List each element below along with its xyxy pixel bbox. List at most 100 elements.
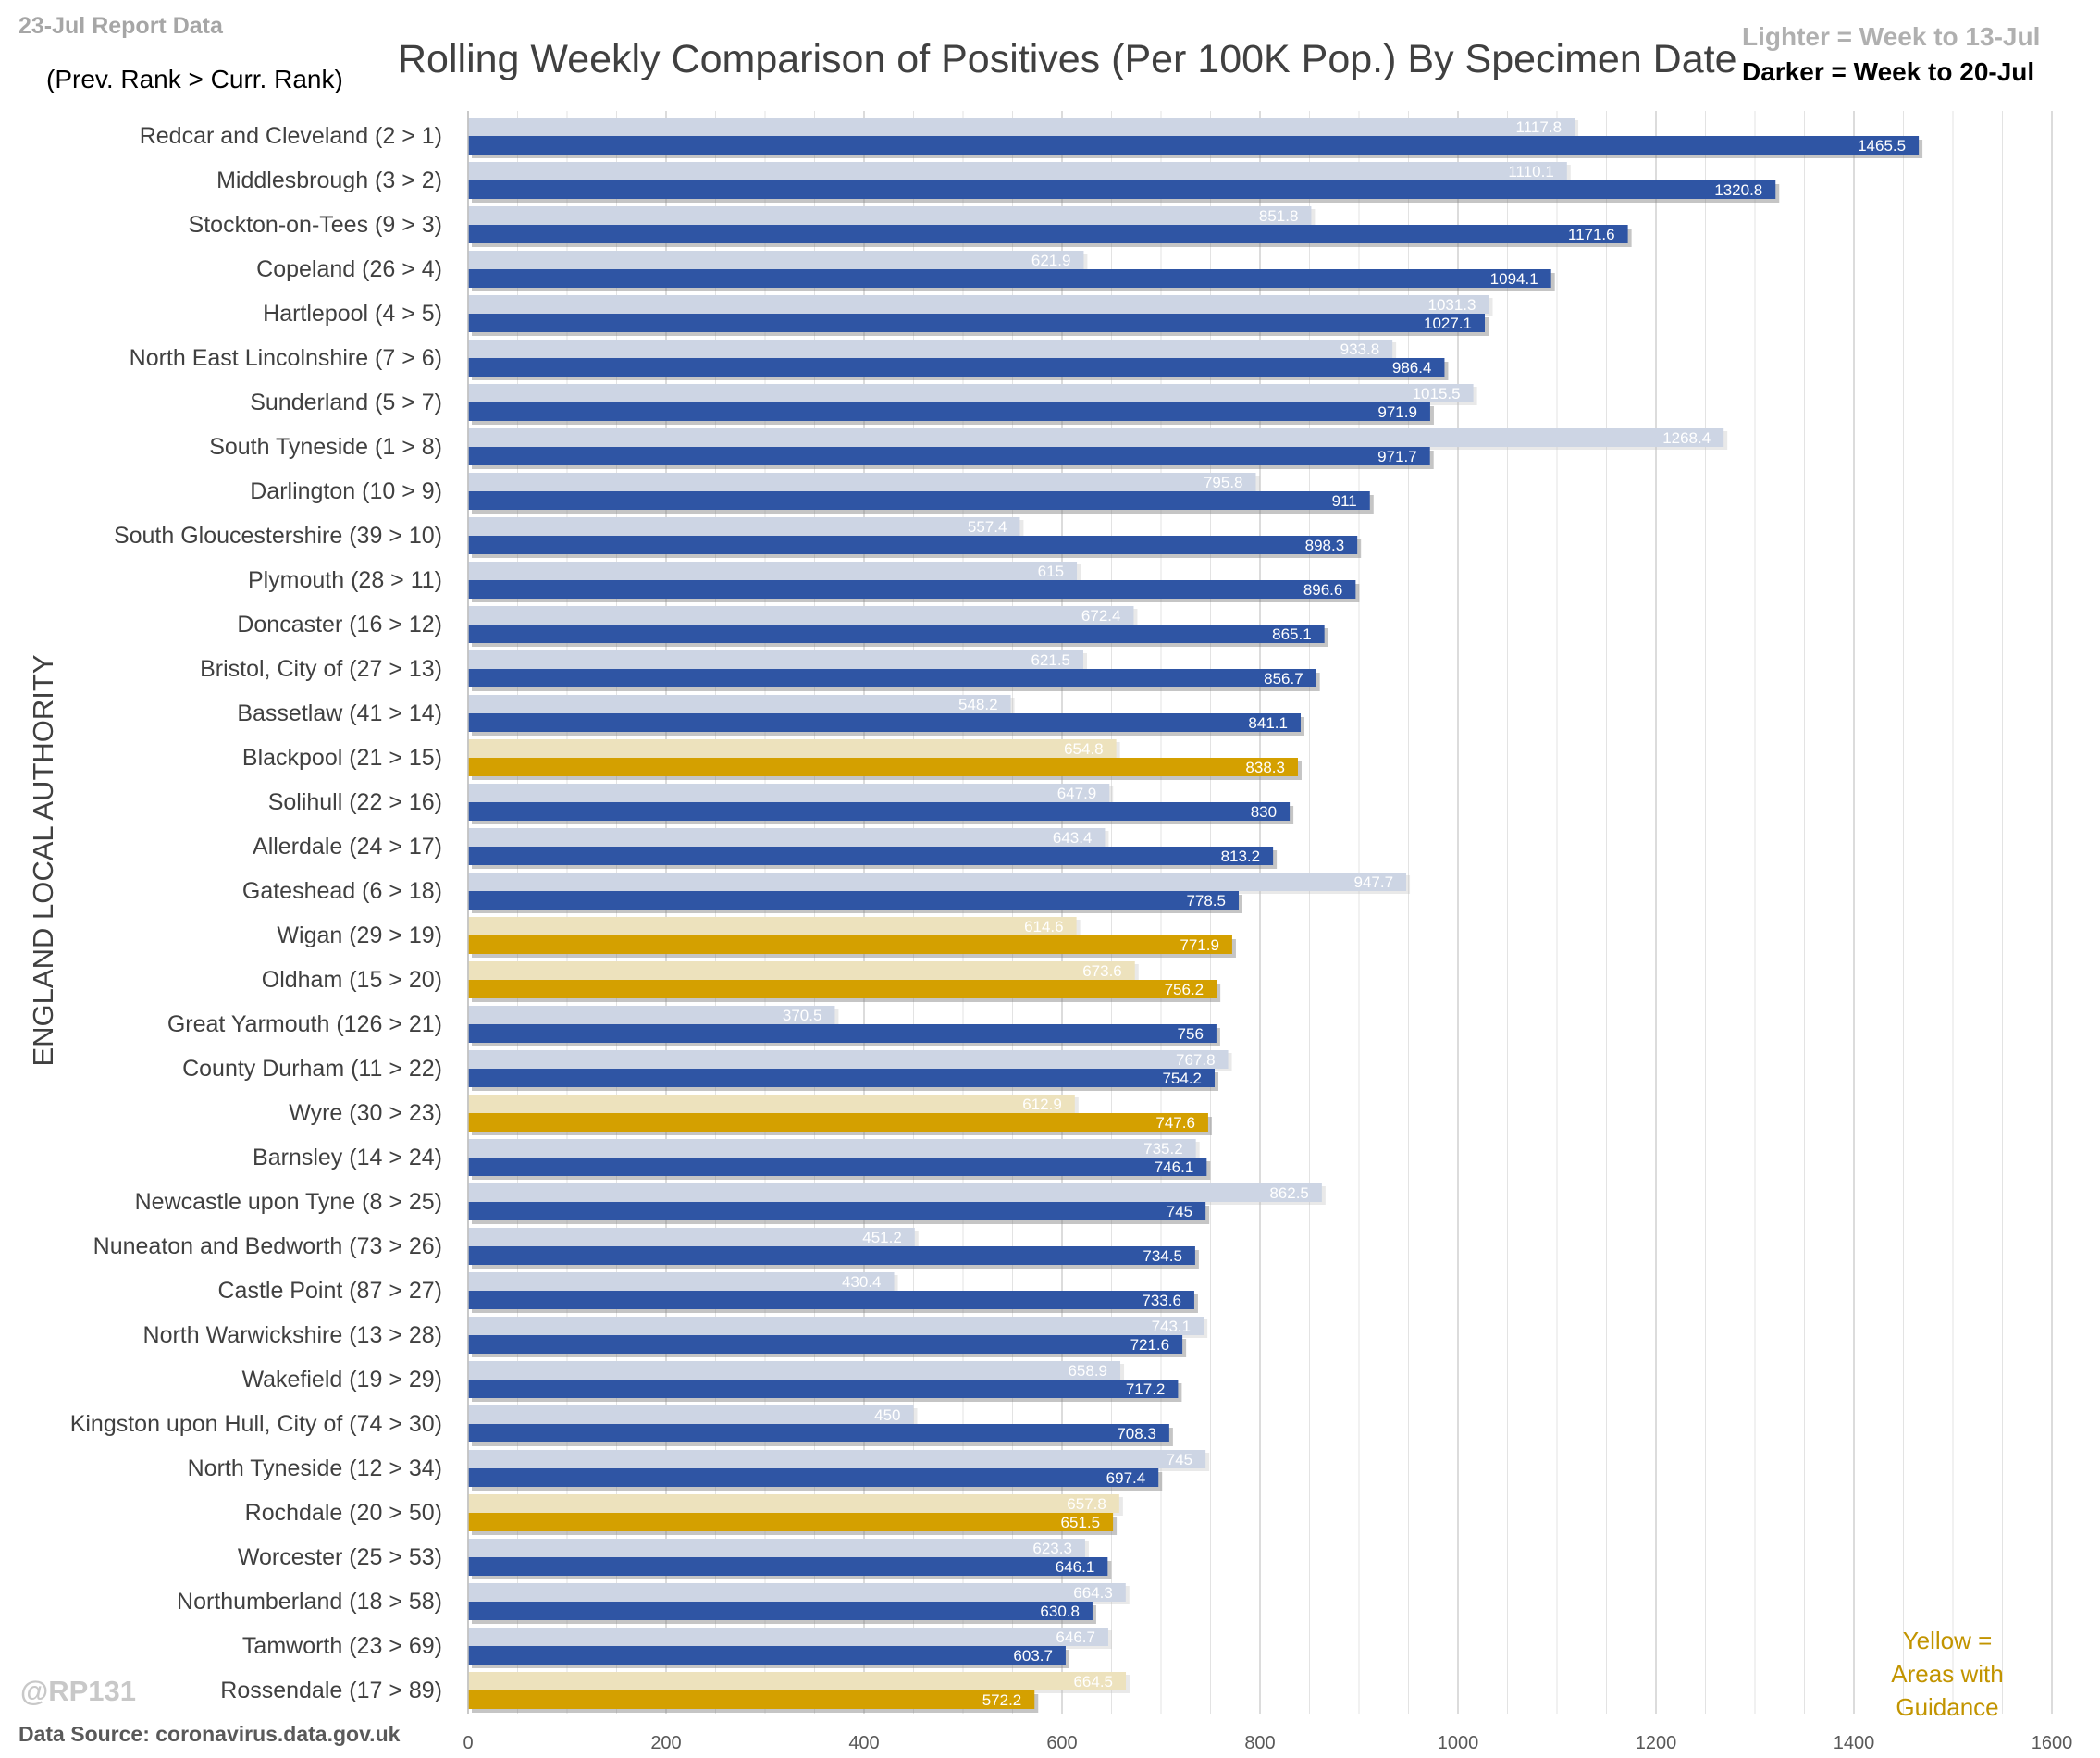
bar-curr-week xyxy=(468,1690,1035,1709)
bar-curr-week xyxy=(468,1602,1093,1620)
bar-curr-week xyxy=(468,1380,1179,1398)
x-tick-label: 200 xyxy=(650,1733,681,1753)
chart-title: Rolling Weekly Comparison of Positives (… xyxy=(398,37,1737,81)
category-label: Allerdale (24 > 17) xyxy=(253,834,442,860)
bar-label-curr-week: 856.7 xyxy=(1264,670,1303,687)
bar-prev-week xyxy=(468,1450,1206,1468)
category-label: Barnsley (14 > 24) xyxy=(253,1145,442,1170)
category-label: Plymouth (28 > 11) xyxy=(248,567,442,593)
bar-curr-week xyxy=(468,935,1232,954)
bar-label-prev-week: 658.9 xyxy=(1068,1362,1107,1380)
bar-prev-week xyxy=(468,1405,914,1424)
bar-prev-week xyxy=(468,1095,1075,1113)
bar-prev-week xyxy=(468,162,1567,180)
bar-prev-week xyxy=(468,917,1077,935)
bar-label-prev-week: 643.4 xyxy=(1053,829,1093,847)
bar-label-prev-week: 615 xyxy=(1038,563,1064,580)
category-label: Bristol, City of (27 > 13) xyxy=(200,656,442,682)
bar-prev-week xyxy=(468,961,1135,980)
x-tick-label: 1000 xyxy=(1438,1733,1479,1753)
bar-prev-week xyxy=(468,340,1393,358)
bar-curr-week xyxy=(468,980,1217,998)
bar-curr-week xyxy=(468,1291,1194,1309)
bar-curr-week xyxy=(468,402,1430,421)
bar-prev-week xyxy=(468,1139,1196,1158)
bar-label-prev-week: 795.8 xyxy=(1204,474,1243,491)
category-label: County Durham (11 > 22) xyxy=(182,1056,442,1082)
category-label: Hartlepool (4 > 5) xyxy=(263,301,442,327)
bar-label-prev-week: 430.4 xyxy=(842,1273,882,1291)
category-label: Bassetlaw (41 > 14) xyxy=(237,700,442,726)
x-tick-label: 600 xyxy=(1046,1733,1077,1753)
bar-curr-week xyxy=(468,713,1301,732)
bar-label-prev-week: 621.5 xyxy=(1031,651,1070,669)
bar-label-curr-week: 771.9 xyxy=(1180,936,1219,954)
bar-label-prev-week: 745 xyxy=(1167,1451,1192,1468)
x-tick-label: 400 xyxy=(848,1733,879,1753)
bar-curr-week xyxy=(468,314,1485,332)
bar-label-prev-week: 646.7 xyxy=(1056,1628,1095,1646)
bar-label-prev-week: 735.2 xyxy=(1143,1140,1183,1158)
bar-prev-week xyxy=(468,295,1489,314)
bar-prev-week xyxy=(468,1672,1127,1690)
bar-prev-week xyxy=(468,606,1134,625)
report-date: 23-Jul Report Data xyxy=(19,13,223,39)
bar-curr-week xyxy=(468,1424,1169,1442)
bar-label-prev-week: 743.1 xyxy=(1152,1318,1192,1335)
category-label: Blackpool (21 > 15) xyxy=(242,745,442,771)
bar-label-curr-week: 896.6 xyxy=(1303,581,1343,599)
bar-prev-week xyxy=(468,1228,915,1246)
bar-prev-week xyxy=(468,1050,1229,1069)
bar-label-prev-week: 623.3 xyxy=(1032,1540,1072,1557)
category-label: Stockton-on-Tees (9 > 3) xyxy=(189,212,442,238)
bar-prev-week xyxy=(468,1539,1085,1557)
bar-label-curr-week: 746.1 xyxy=(1155,1158,1194,1176)
category-label: Oldham (15 > 20) xyxy=(262,967,442,993)
bar-label-prev-week: 1117.8 xyxy=(1516,118,1562,136)
author-handle: @RP131 xyxy=(20,1675,137,1707)
bar-label-curr-week: 986.4 xyxy=(1392,359,1432,377)
bar-curr-week xyxy=(468,447,1430,465)
bar-prev-week xyxy=(468,739,1117,758)
x-tick-label: 1600 xyxy=(2032,1733,2073,1753)
category-label: Copeland (26 > 4) xyxy=(256,256,442,282)
bar-prev-week xyxy=(468,384,1474,402)
bar-label-prev-week: 654.8 xyxy=(1064,740,1104,758)
bar-label-curr-week: 630.8 xyxy=(1040,1603,1080,1620)
bar-label-prev-week: 451.2 xyxy=(862,1229,902,1246)
bar-curr-week xyxy=(468,269,1551,288)
bar-prev-week xyxy=(468,1317,1204,1335)
rank-note: (Prev. Rank > Curr. Rank) xyxy=(46,65,343,93)
bar-prev-week xyxy=(468,1006,835,1024)
category-label: Darlington (10 > 9) xyxy=(250,478,442,504)
category-label: Wigan (29 > 19) xyxy=(277,922,442,948)
bar-label-curr-week: 697.4 xyxy=(1106,1469,1146,1487)
bar-prev-week xyxy=(468,562,1078,580)
bar-label-prev-week: 557.4 xyxy=(968,518,1007,536)
bar-prev-week xyxy=(468,473,1256,491)
bar-curr-week xyxy=(468,669,1316,687)
bar-prev-week xyxy=(468,1628,1108,1646)
x-tick-label: 800 xyxy=(1244,1733,1275,1753)
category-label: Redcar and Cleveland (2 > 1) xyxy=(140,123,442,149)
category-label: Gateshead (6 > 18) xyxy=(242,878,442,904)
category-label: Sunderland (5 > 7) xyxy=(250,390,442,415)
bar-label-prev-week: 621.9 xyxy=(1031,252,1071,269)
bar-prev-week xyxy=(468,1583,1126,1602)
bar-curr-week xyxy=(468,1113,1208,1132)
bar-curr-week xyxy=(468,1246,1195,1265)
legend-lighter: Lighter = Week to 13-Jul xyxy=(1742,22,2041,51)
category-label: Wyre (30 > 23) xyxy=(289,1100,442,1126)
bar-label-prev-week: 933.8 xyxy=(1340,340,1380,358)
bar-prev-week xyxy=(468,517,1020,536)
bar-curr-week xyxy=(468,847,1274,865)
category-label: North Warwickshire (13 > 28) xyxy=(143,1322,442,1348)
bar-curr-week xyxy=(468,1468,1159,1487)
x-tick-label: 0 xyxy=(463,1733,473,1753)
bar-prev-week xyxy=(468,1272,895,1291)
bar-label-curr-week: 841.1 xyxy=(1248,714,1288,732)
bar-label-curr-week: 734.5 xyxy=(1143,1247,1182,1265)
bar-label-curr-week: 651.5 xyxy=(1061,1514,1101,1531)
bar-label-curr-week: 971.7 xyxy=(1377,448,1417,465)
